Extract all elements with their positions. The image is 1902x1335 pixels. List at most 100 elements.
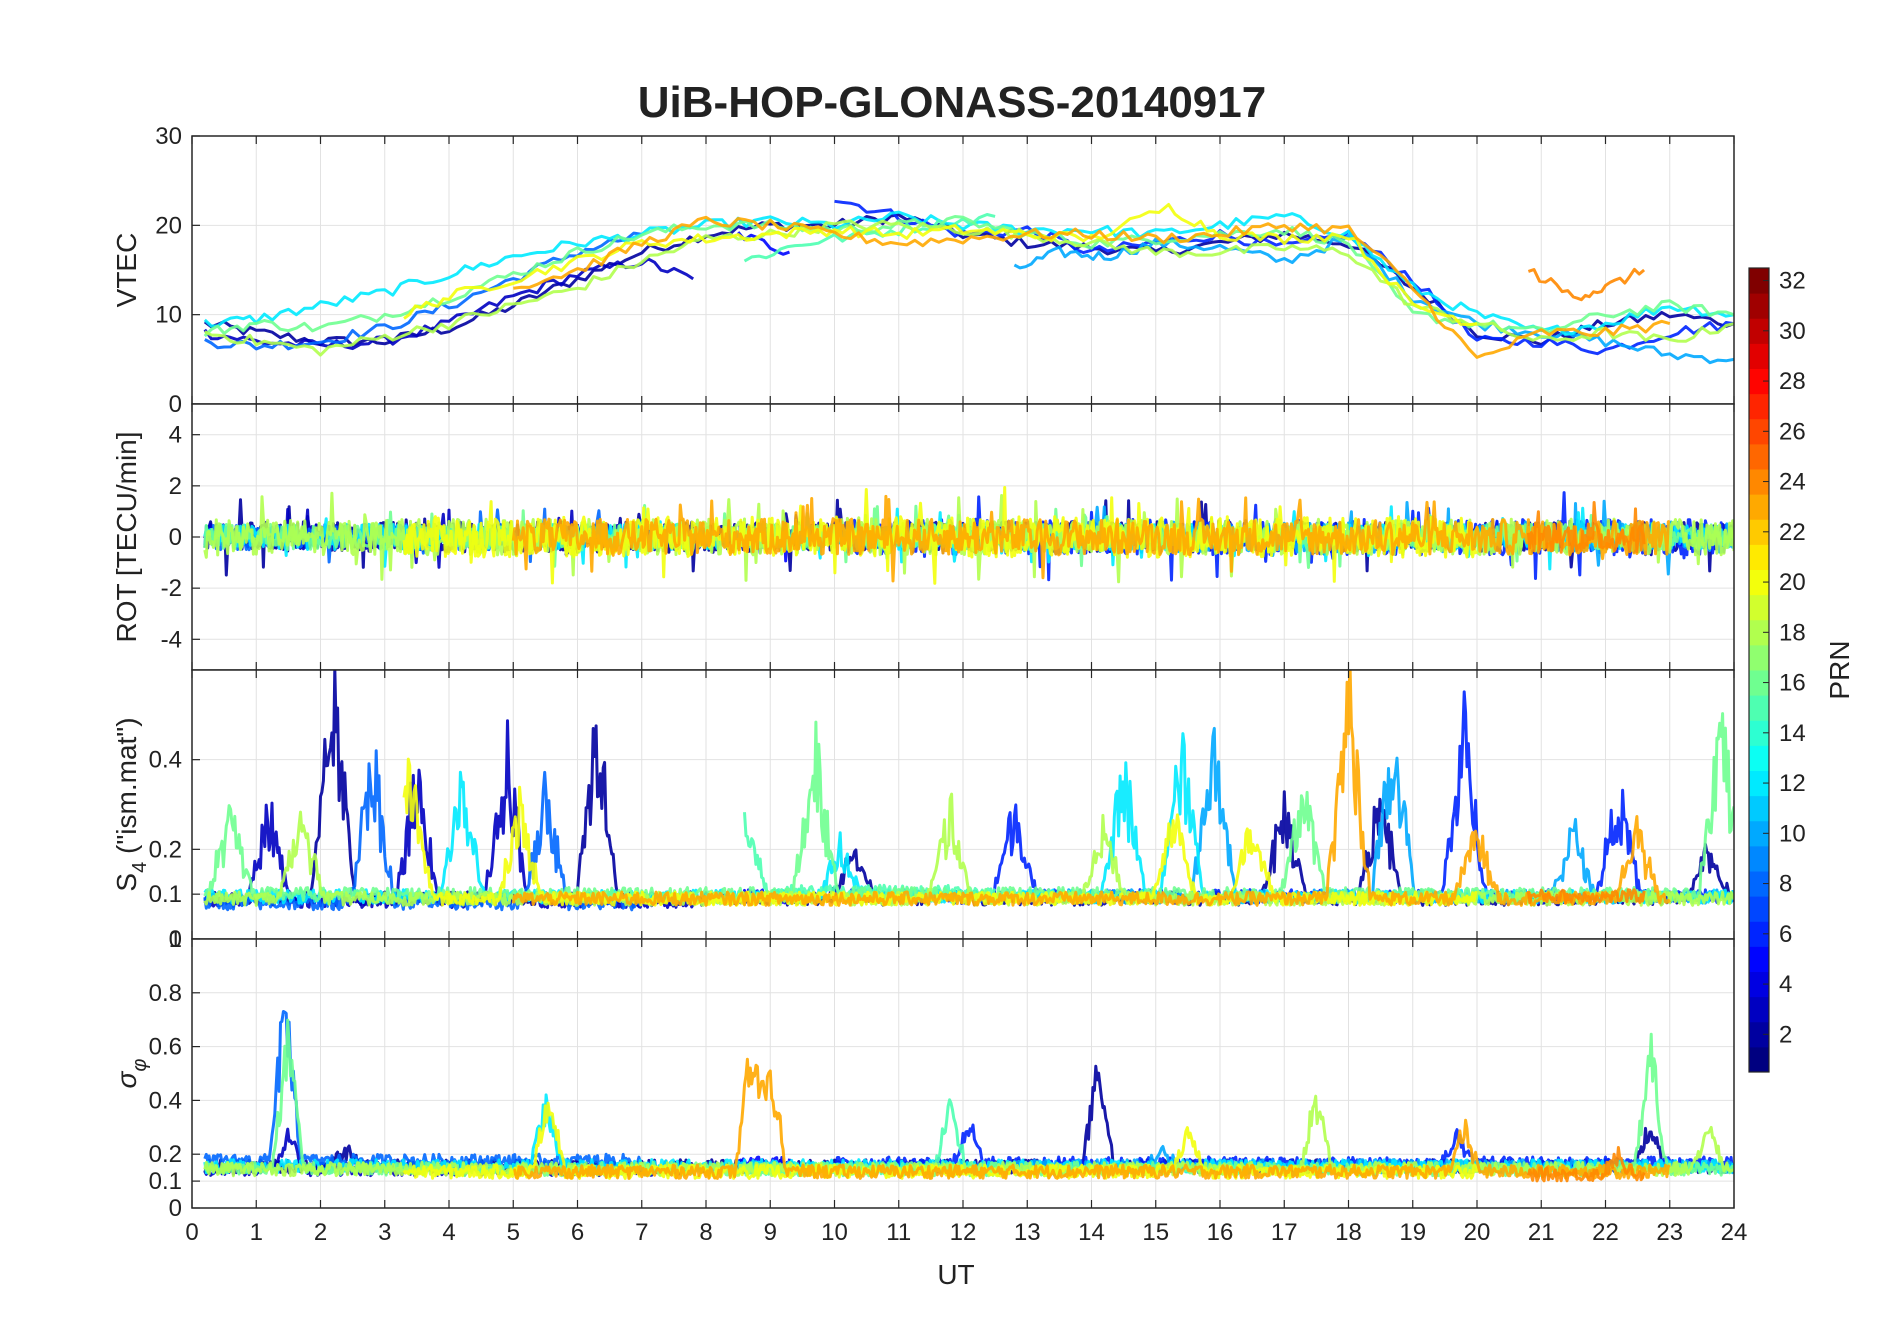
- colorbar-tick-label: 28: [1779, 368, 1806, 395]
- colorbar-tick-label: 24: [1779, 469, 1806, 496]
- y-tick-label: 0: [169, 1195, 182, 1222]
- series-line-prn-24: [1526, 501, 1646, 554]
- series-group: [203, 199, 1734, 365]
- x-tick-label: 7: [635, 1219, 648, 1246]
- y-tick-label: 0: [169, 391, 182, 418]
- y-axis-label-main: S: [111, 873, 142, 892]
- colorbar-swatch: [1749, 971, 1769, 998]
- y-tick-label: 0.2: [149, 1141, 182, 1168]
- colorbar-tick-label: 12: [1779, 770, 1806, 797]
- y-axis-label-sub: 4: [129, 862, 151, 873]
- y-axis-label: VTEC: [111, 233, 142, 308]
- colorbar-swatch: [1749, 1046, 1769, 1073]
- colorbar-swatch: [1749, 896, 1769, 922]
- y-axis-label-rest: ("ism.mat"): [111, 717, 142, 861]
- x-tick-label: 23: [1656, 1219, 1683, 1246]
- series-line-prn-24: [1526, 888, 1646, 905]
- x-tick-label: 12: [950, 1219, 977, 1246]
- y-tick-label: 0: [169, 524, 182, 551]
- colorbar-swatch: [1749, 996, 1769, 1023]
- series-line-prn-23: [511, 494, 1671, 583]
- y-tick-label: -4: [161, 626, 182, 653]
- colorbar-swatch: [1749, 569, 1769, 596]
- series-line-prn-23: [511, 670, 1672, 907]
- colorbar-tick-label: 10: [1779, 820, 1806, 847]
- colorbar-swatch: [1749, 871, 1769, 897]
- x-tick-label: 15: [1142, 1219, 1169, 1246]
- x-tick-label: 22: [1592, 1219, 1619, 1246]
- y-tick-label: 2: [169, 473, 182, 500]
- colorbar-swatch: [1749, 494, 1769, 520]
- y-axis-label: σφ: [111, 1059, 151, 1089]
- x-tick-label: 6: [571, 1219, 584, 1246]
- colorbar-swatch: [1749, 544, 1769, 570]
- colorbar-swatch: [1749, 820, 1769, 847]
- y-tick-label: 0.4: [149, 1087, 182, 1114]
- series-line-prn-20: [402, 486, 1478, 585]
- x-tick-label: 4: [442, 1219, 455, 1246]
- series-group: [203, 670, 1734, 912]
- x-tick-label: 3: [378, 1219, 391, 1246]
- y-tick-label: 0.1: [149, 881, 182, 908]
- x-tick-label: 8: [699, 1219, 712, 1246]
- colorbar-swatch: [1749, 418, 1769, 445]
- colorbar-swatch: [1749, 469, 1769, 495]
- y-axis-label-sub: φ: [129, 1059, 151, 1072]
- x-tick-label: 2: [314, 1219, 327, 1246]
- colorbar-tick-label: 18: [1779, 619, 1806, 646]
- y-tick-label: 20: [155, 212, 182, 239]
- series-line-prn-24: [1527, 267, 1646, 302]
- y-tick-label: 30: [155, 123, 182, 150]
- panel-rot: -4 -2 0 2 4 ROT [TECU/min]: [111, 403, 1735, 671]
- colorbar-swatch: [1749, 670, 1769, 696]
- y-tick-label: 4: [169, 422, 182, 449]
- x-tick-label: 19: [1399, 1219, 1426, 1246]
- x-tick-label: 24: [1721, 1219, 1748, 1246]
- x-tick-label: 10: [821, 1219, 848, 1246]
- y-tick-label: -2: [161, 575, 182, 602]
- colorbar-frame: [1748, 267, 1770, 1073]
- colorbar-swatch: [1749, 795, 1769, 822]
- series-group: [203, 1010, 1734, 1183]
- colorbar-tick-label: 22: [1779, 519, 1806, 546]
- y-tick-label: 1: [169, 926, 182, 953]
- series-line-prn-12: [203, 210, 1734, 336]
- chart-title: UiB-HOP-GLONASS-20140917: [638, 78, 1266, 127]
- x-tick-label: 18: [1335, 1219, 1362, 1246]
- colorbar-label: PRN: [1824, 640, 1855, 699]
- colorbar-swatch: [1749, 921, 1769, 947]
- colorbar-tick-label: 14: [1779, 720, 1806, 747]
- series-line-prn-23: [513, 215, 1671, 359]
- colorbar-tick-label: 26: [1779, 418, 1806, 445]
- colorbar-swatch: [1749, 368, 1769, 395]
- series-group: [203, 486, 1734, 585]
- colorbar-tick-label: 16: [1779, 670, 1806, 697]
- colorbar-swatch: [1749, 720, 1769, 746]
- x-tick-label: 17: [1271, 1219, 1298, 1246]
- x-tick-label: 14: [1078, 1219, 1105, 1246]
- y-axis-label: ROT [TECU/min]: [111, 431, 142, 642]
- series-line-prn-24: [1526, 1146, 1646, 1183]
- colorbar-swatch: [1749, 293, 1769, 319]
- y-tick-label: 0.6: [149, 1034, 182, 1061]
- x-tick-label: 13: [1014, 1219, 1041, 1246]
- colorbar-swatch: [1749, 443, 1769, 470]
- colorbar-swatch: [1749, 268, 1769, 294]
- colorbar-swatch: [1749, 695, 1769, 721]
- colorbar-swatch: [1749, 594, 1769, 621]
- series-line-prn-2: [203, 213, 1734, 348]
- colorbar-tick-label: 4: [1779, 971, 1792, 998]
- colorbar-swatch: [1749, 519, 1769, 545]
- x-tick-label: 20: [1464, 1219, 1491, 1246]
- colorbar-swatch: [1749, 393, 1769, 420]
- x-axis-label: UT: [937, 1259, 974, 1290]
- colorbar-tick-label: 8: [1779, 871, 1792, 898]
- y-tick-label: 0.4: [149, 747, 182, 774]
- colorbar-swatch: [1749, 770, 1769, 797]
- x-tick-label: 9: [764, 1219, 777, 1246]
- colorbar-tick-label: 2: [1779, 1021, 1792, 1048]
- series-line-prn-23: [513, 1057, 1671, 1180]
